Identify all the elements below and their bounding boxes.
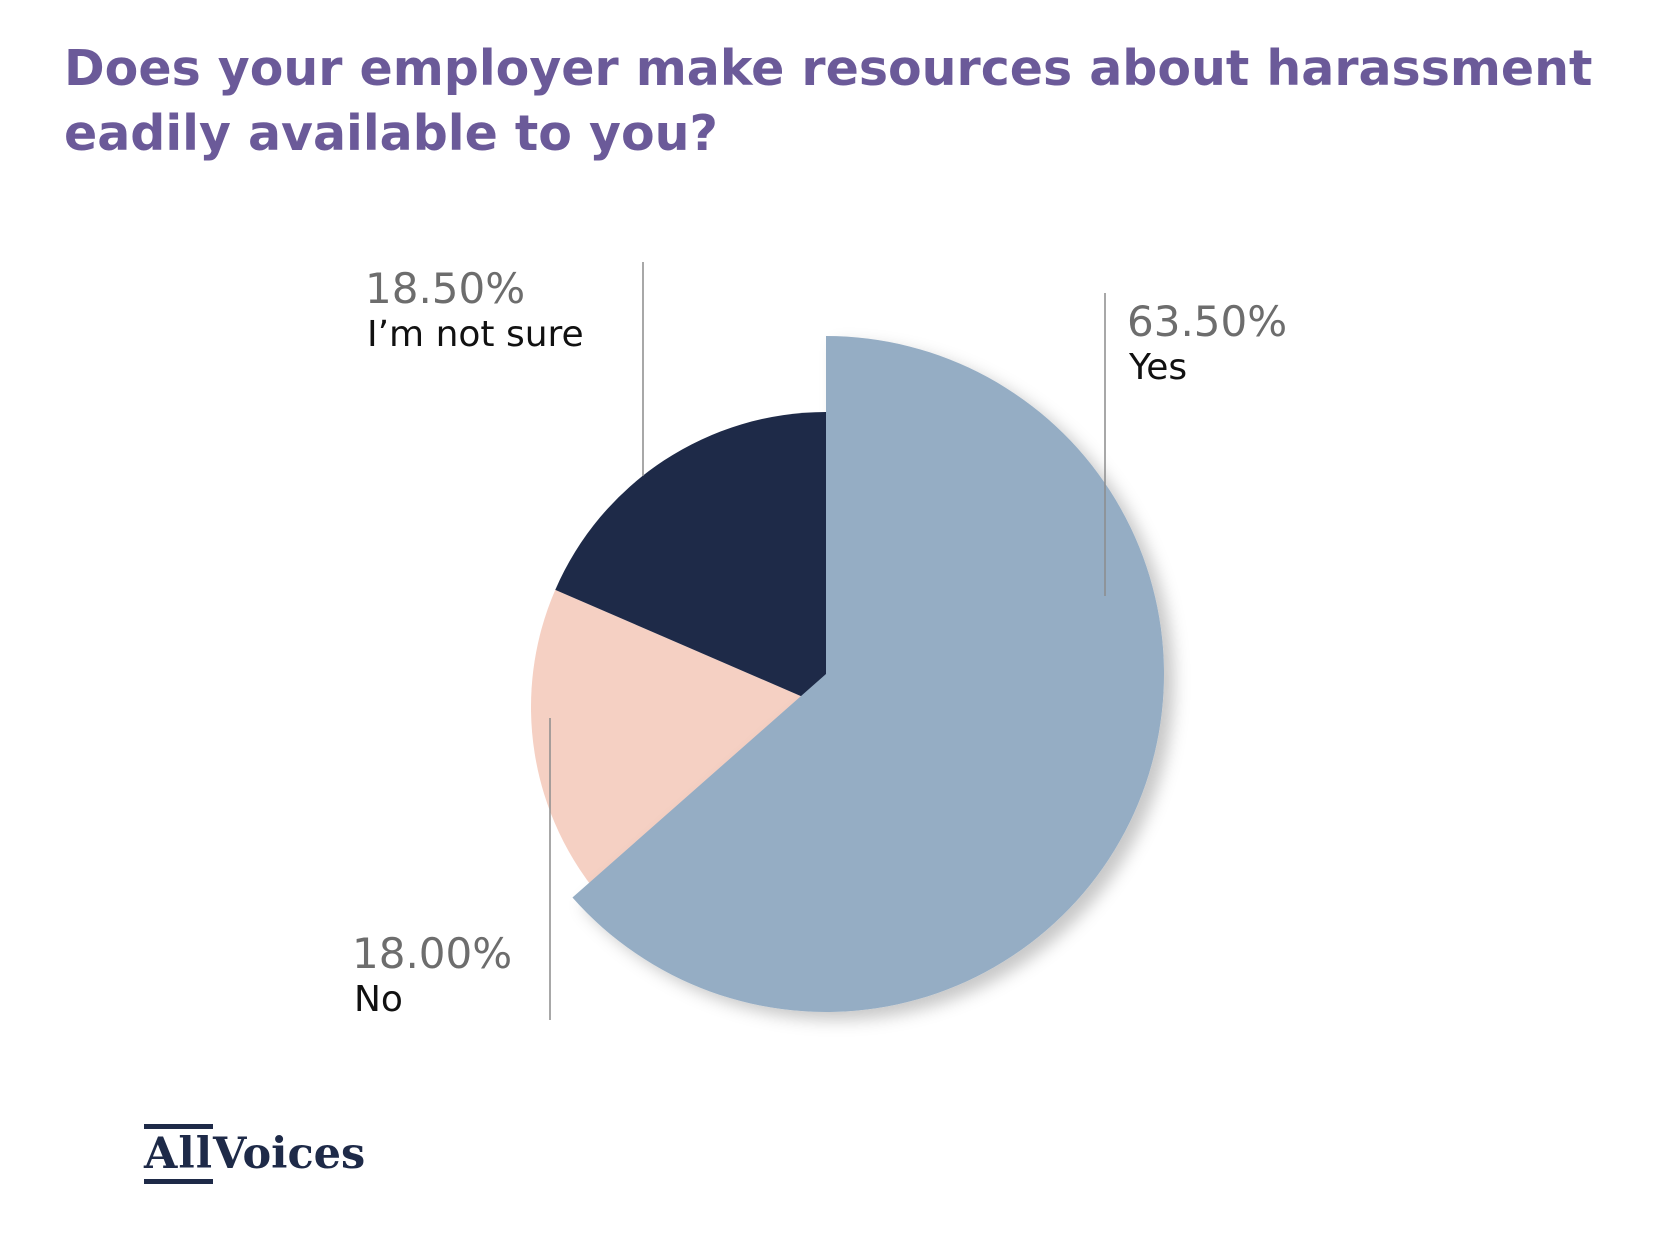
pie-slices: [530, 336, 1164, 1012]
chart-title: Does your employer make resources about …: [64, 36, 1664, 166]
slice-label-not-sure: I’m not sure: [367, 314, 584, 355]
pie-slice-yes: [572, 336, 1164, 1012]
slice-pct-yes: 63.50%: [1127, 297, 1288, 346]
slice-label-yes: Yes: [1129, 347, 1188, 388]
pie-slice-no: [530, 589, 826, 903]
chart-title-line-1: Does your employer make resources about …: [64, 40, 1593, 97]
slice-pct-no: 18.00%: [352, 929, 513, 978]
slice-pct-not-sure: 18.50%: [365, 264, 526, 313]
pie-slice-i-m-not-sure: [555, 412, 826, 707]
chart-title-line-2: eadily available to you?: [64, 105, 718, 162]
allvoices-logo: AllVoices: [144, 1124, 365, 1184]
logo-all: All: [144, 1124, 214, 1184]
slice-label-no: No: [354, 979, 403, 1020]
logo-voices: Voices: [213, 1129, 366, 1179]
